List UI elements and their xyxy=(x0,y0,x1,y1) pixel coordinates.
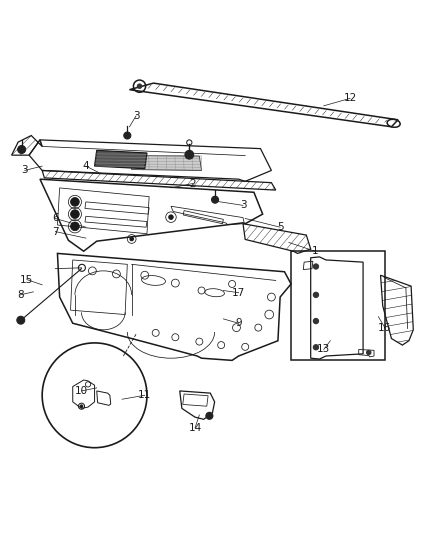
Text: 3: 3 xyxy=(21,165,28,175)
Text: 15: 15 xyxy=(20,274,34,285)
Text: 5: 5 xyxy=(277,222,283,232)
Circle shape xyxy=(17,316,25,324)
Circle shape xyxy=(169,215,173,220)
Circle shape xyxy=(124,132,131,139)
Text: 11: 11 xyxy=(138,390,152,400)
Circle shape xyxy=(185,150,194,159)
Text: 12: 12 xyxy=(343,93,357,103)
Text: 3: 3 xyxy=(133,111,139,121)
Text: 13: 13 xyxy=(317,344,330,354)
Text: 3: 3 xyxy=(240,200,246,211)
Text: 10: 10 xyxy=(75,386,88,396)
Circle shape xyxy=(313,318,318,324)
Circle shape xyxy=(206,413,213,419)
Circle shape xyxy=(367,350,371,354)
Text: 6: 6 xyxy=(52,214,59,223)
Circle shape xyxy=(313,345,318,350)
Text: 7: 7 xyxy=(52,227,59,237)
Circle shape xyxy=(18,146,25,153)
Circle shape xyxy=(80,405,83,408)
Circle shape xyxy=(71,198,79,206)
Circle shape xyxy=(130,237,134,241)
Text: 2: 2 xyxy=(190,179,196,189)
Circle shape xyxy=(313,264,318,269)
Text: 4: 4 xyxy=(82,161,89,171)
Text: 16: 16 xyxy=(378,322,392,333)
Text: 14: 14 xyxy=(188,423,201,433)
Text: 17: 17 xyxy=(232,288,245,298)
Circle shape xyxy=(313,292,318,297)
Polygon shape xyxy=(95,150,147,169)
Bar xyxy=(291,251,385,360)
Circle shape xyxy=(18,146,25,154)
Text: 8: 8 xyxy=(17,290,24,300)
Polygon shape xyxy=(130,156,201,171)
Circle shape xyxy=(212,196,219,203)
Circle shape xyxy=(138,84,142,88)
Text: 9: 9 xyxy=(235,318,242,328)
Circle shape xyxy=(71,222,79,231)
Circle shape xyxy=(71,210,79,219)
Text: 1: 1 xyxy=(312,246,318,256)
